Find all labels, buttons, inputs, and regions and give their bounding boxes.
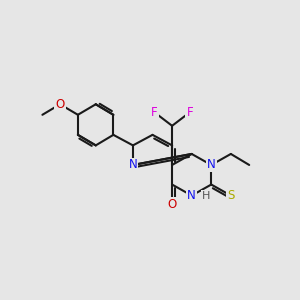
Text: N: N <box>207 158 216 172</box>
Text: N: N <box>207 158 216 172</box>
Text: O: O <box>167 198 177 211</box>
Text: N: N <box>187 189 196 202</box>
Text: N: N <box>129 158 137 172</box>
Text: N: N <box>129 158 137 172</box>
Text: N: N <box>187 189 196 202</box>
Text: H: H <box>202 190 210 201</box>
Text: N: N <box>187 189 196 202</box>
Text: S: S <box>227 189 235 202</box>
Text: F: F <box>151 106 158 119</box>
Text: N: N <box>187 189 196 202</box>
Text: O: O <box>167 198 177 211</box>
Text: F: F <box>186 106 193 119</box>
Text: H: H <box>202 190 210 201</box>
Text: F: F <box>186 106 193 119</box>
Text: F: F <box>151 106 158 119</box>
Text: O: O <box>56 98 64 111</box>
Text: O: O <box>56 98 64 111</box>
Text: S: S <box>227 189 235 202</box>
